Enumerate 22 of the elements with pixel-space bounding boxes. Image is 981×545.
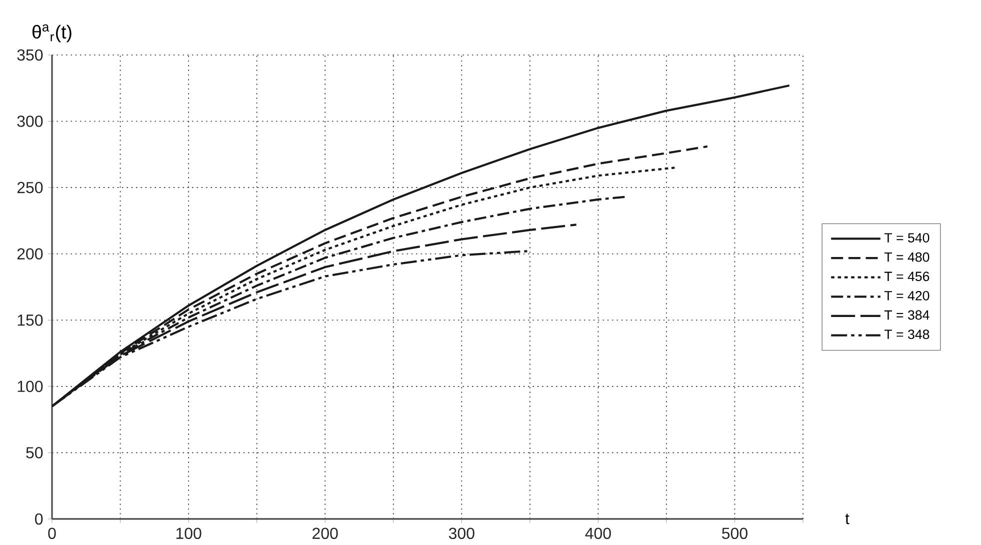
legend-label: T = 480 <box>884 252 930 262</box>
x-tick-label: 100 <box>176 528 202 540</box>
x-tick-label: 200 <box>312 528 338 540</box>
y-tick-label: 50 <box>26 447 43 458</box>
legend-label: T = 384 <box>884 310 930 320</box>
legend-label: T = 420 <box>884 290 930 300</box>
x-axis-title: t <box>845 514 850 524</box>
x-tick-label: 300 <box>448 528 474 540</box>
y-tick-label: 250 <box>17 182 43 194</box>
y-tick-label: 350 <box>17 49 43 61</box>
y-axis-title: θ$^{a}$$_{r}$(t) <box>32 24 72 42</box>
x-tick-label: 400 <box>585 528 611 540</box>
legend-label: T = 456 <box>884 272 930 282</box>
x-tick-label: 0 <box>48 528 56 540</box>
legend-label: T = 540 <box>884 233 930 242</box>
y-tick-label: 200 <box>17 248 43 260</box>
y-tick-label: 100 <box>18 380 43 392</box>
y-tick-label: 300 <box>17 116 43 127</box>
legend-label: T = 348 <box>884 330 930 340</box>
y-tick-label: 150 <box>18 314 43 326</box>
y-tick-label: 0 <box>35 513 43 525</box>
x-tick-label: 500 <box>722 528 748 540</box>
